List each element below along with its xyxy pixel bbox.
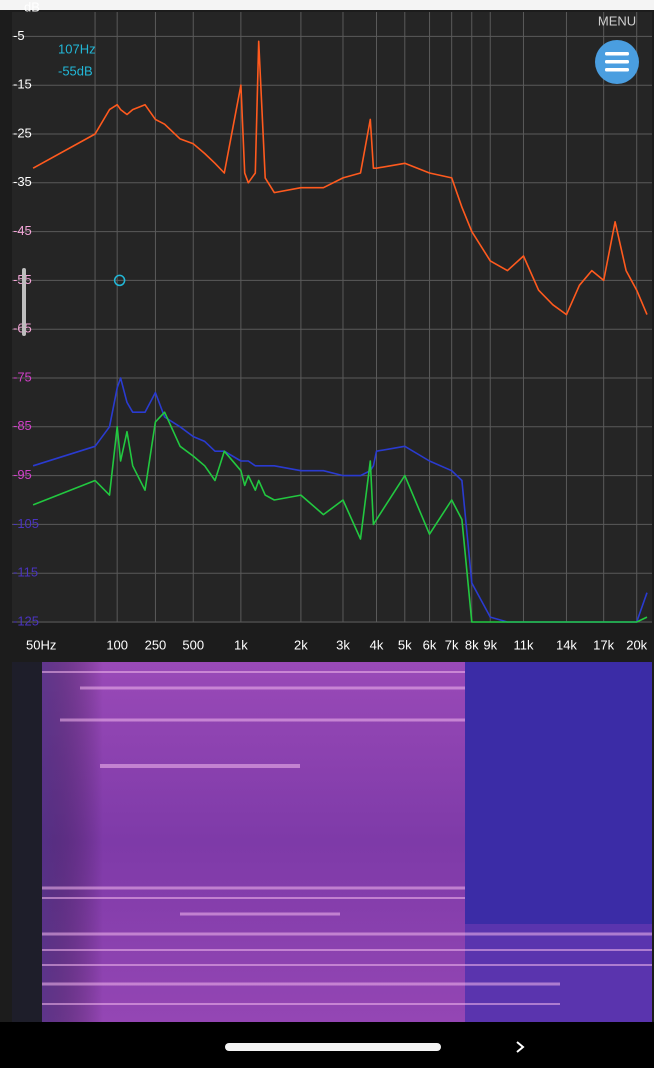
x-tick-label: 100: [106, 637, 128, 652]
x-tick-label: 1k: [234, 637, 248, 652]
home-indicator[interactable]: [225, 1043, 441, 1051]
menu-bar: [605, 68, 629, 72]
x-tick-label: 250: [145, 637, 167, 652]
y-tick-label: -5: [13, 28, 25, 43]
x-tick-label: 20k: [626, 637, 647, 652]
x-tick-label: 8k: [465, 637, 479, 652]
x-tick-label: 17k: [593, 637, 614, 652]
plot-area: [12, 12, 652, 623]
x-tick-label: 500: [182, 637, 204, 652]
x-tick-label: 5k: [398, 637, 412, 652]
x-tick-label: 3k: [336, 637, 350, 652]
spectrogram-margin: [12, 662, 42, 1022]
menu-label: MENU: [598, 13, 636, 28]
level-slider[interactable]: [22, 268, 26, 336]
menu-button[interactable]: [595, 40, 639, 84]
y-tick-label: -45: [13, 223, 32, 238]
x-tick-label: 4k: [370, 637, 384, 652]
menu-bar: [605, 60, 629, 64]
x-tick-label: 7k: [445, 637, 459, 652]
y-tick-label: -15: [13, 77, 32, 92]
x-tick-label: 50Hz: [26, 637, 56, 652]
y-tick-label: -105: [13, 516, 39, 531]
y-tick-label: -115: [13, 565, 38, 580]
y-tick-label: -25: [13, 125, 32, 140]
y-tick-label: -125: [13, 613, 39, 628]
y-tick-label: -35: [13, 174, 32, 189]
cursor-frequency: 107Hz: [58, 41, 96, 56]
x-tick-label: 2k: [294, 637, 308, 652]
spectrogram: [12, 662, 652, 1022]
menu-bar: [605, 52, 629, 56]
x-tick-label: 6k: [423, 637, 437, 652]
x-tick-label: 9k: [483, 637, 497, 652]
app-screen: -5-15-25-35-45-55-65-75-85-95-105-115-12…: [0, 0, 654, 1068]
y-tick-label: -95: [13, 467, 32, 482]
x-tick-label: 11k: [513, 637, 533, 652]
y-axis-label: dB: [24, 0, 40, 14]
y-tick-label: -75: [13, 369, 32, 384]
cursor-level: -55dB: [58, 63, 93, 78]
status-strip: [0, 0, 654, 10]
spectrogram-shade: [42, 662, 652, 1022]
y-tick-label: -85: [13, 418, 32, 433]
x-tick-label: 14k: [556, 637, 577, 652]
